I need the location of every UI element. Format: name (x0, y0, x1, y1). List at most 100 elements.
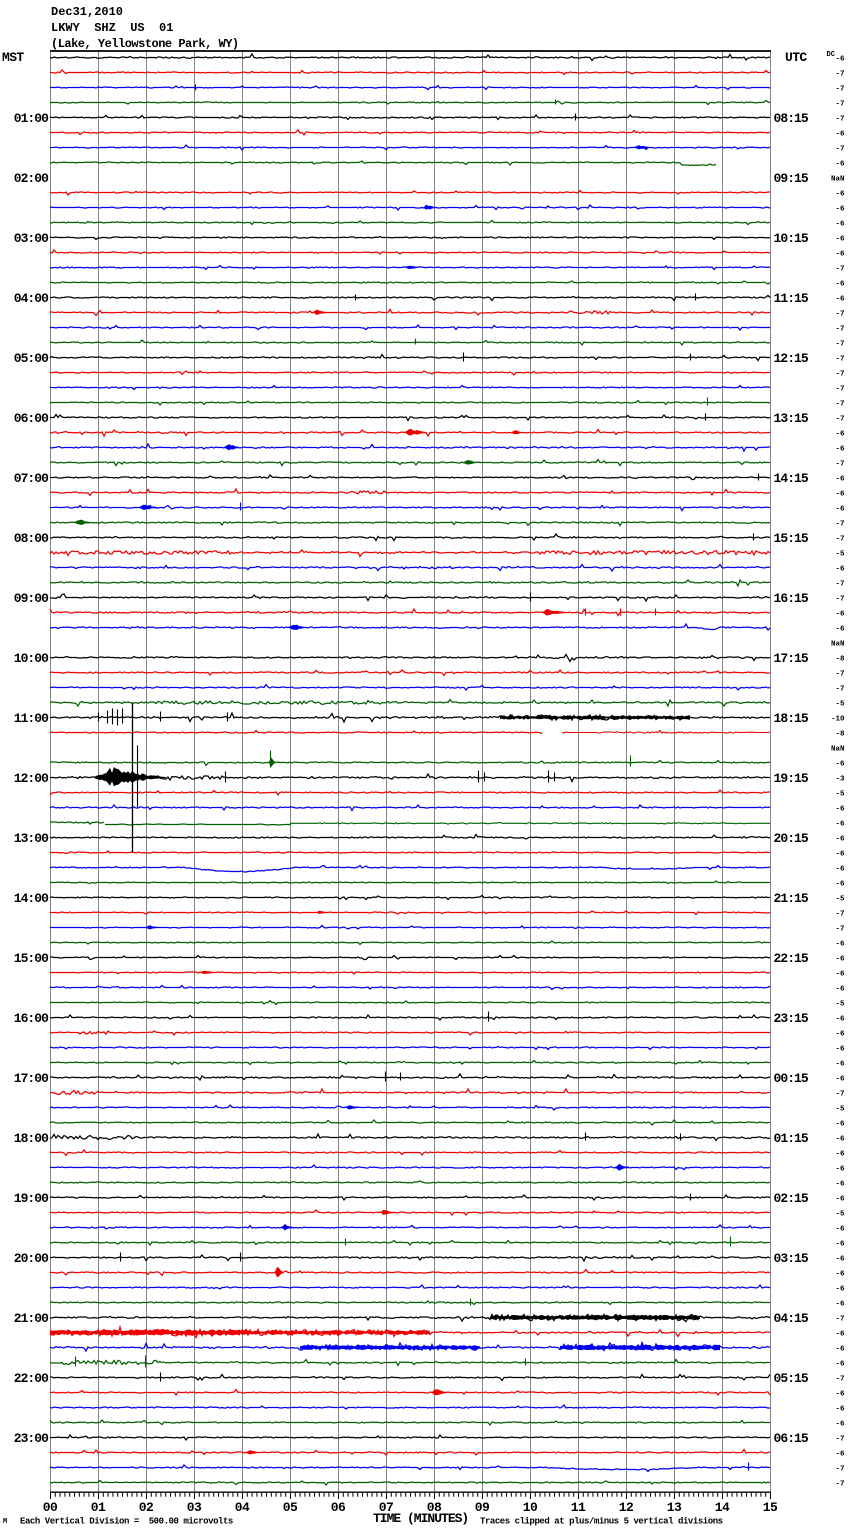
svg-text:15:15: 15:15 (774, 531, 809, 546)
svg-text:-7: -7 (835, 340, 844, 348)
svg-text:03:00: 03:00 (14, 231, 49, 246)
svg-text:05: 05 (283, 1500, 298, 1515)
svg-text:-6: -6 (835, 1240, 845, 1248)
svg-text:15:00: 15:00 (14, 951, 49, 966)
svg-text:-6: -6 (835, 1345, 845, 1353)
svg-text:-6: -6 (835, 1405, 845, 1413)
svg-text:-6: -6 (835, 850, 845, 858)
svg-text:-5: -5 (835, 790, 845, 798)
svg-text:LKWY SHZ US 01: LKWY SHZ US 01 (51, 21, 173, 35)
svg-text:NaN: NaN (831, 640, 845, 648)
svg-text:-6: -6 (835, 250, 845, 258)
svg-text:05:00: 05:00 (14, 351, 49, 366)
svg-text:20:15: 20:15 (774, 831, 809, 846)
svg-text:22:15: 22:15 (774, 951, 809, 966)
svg-text:-5: -5 (835, 1105, 845, 1113)
svg-text:-6: -6 (835, 55, 845, 63)
svg-text:-7: -7 (835, 1375, 844, 1383)
svg-text:-6: -6 (835, 505, 845, 513)
svg-text:10:00: 10:00 (14, 651, 49, 666)
svg-text:04:15: 04:15 (774, 1311, 809, 1326)
svg-text:-6: -6 (835, 160, 845, 168)
svg-text:-6: -6 (835, 1015, 845, 1023)
svg-text:M: M (3, 1518, 7, 1526)
svg-text:-6: -6 (835, 565, 845, 573)
svg-text:-6: -6 (835, 1225, 845, 1233)
svg-text:-7: -7 (835, 100, 844, 108)
svg-text:10:15: 10:15 (774, 231, 809, 246)
svg-text:-7: -7 (835, 1480, 844, 1488)
svg-text:23:00: 23:00 (14, 1431, 49, 1446)
svg-text:-5: -5 (835, 700, 845, 708)
svg-text:-10: -10 (831, 715, 845, 723)
svg-text:02:00: 02:00 (14, 171, 49, 186)
svg-text:-6: -6 (835, 1060, 845, 1068)
svg-text:-5: -5 (835, 895, 845, 903)
svg-text:-7: -7 (835, 580, 844, 588)
svg-text:09: 09 (475, 1500, 490, 1515)
svg-text:00:15: 00:15 (774, 1071, 809, 1086)
svg-text:01: 01 (91, 1500, 106, 1515)
svg-text:09:15: 09:15 (774, 171, 809, 186)
svg-text:18:00: 18:00 (14, 1131, 49, 1146)
svg-text:13:00: 13:00 (14, 831, 49, 846)
svg-text:10: 10 (523, 1500, 538, 1515)
svg-text:-7: -7 (835, 595, 844, 603)
svg-text:-7: -7 (835, 925, 844, 933)
svg-text:-6: -6 (835, 1135, 845, 1143)
svg-text:-6: -6 (835, 130, 845, 138)
svg-text:MST: MST (2, 50, 24, 65)
svg-text:-6: -6 (835, 760, 845, 768)
svg-text:-6: -6 (835, 295, 845, 303)
svg-text:-6: -6 (835, 430, 845, 438)
svg-text:16:00: 16:00 (14, 1011, 49, 1026)
svg-text:08:15: 08:15 (774, 111, 809, 126)
svg-text:03: 03 (187, 1500, 202, 1515)
svg-text:-7: -7 (835, 535, 844, 543)
svg-text:-6: -6 (835, 820, 845, 828)
svg-text:-6: -6 (835, 625, 845, 633)
svg-text:-7: -7 (835, 385, 844, 393)
svg-text:-6: -6 (835, 1390, 845, 1398)
svg-text:19:15: 19:15 (774, 771, 809, 786)
svg-text:-7: -7 (835, 400, 844, 408)
svg-text:-6: -6 (835, 475, 845, 483)
svg-text:12:00: 12:00 (14, 771, 49, 786)
svg-text:-7: -7 (835, 370, 844, 378)
svg-text:05:15: 05:15 (774, 1371, 809, 1386)
svg-text:20:00: 20:00 (14, 1251, 49, 1266)
svg-text:-7: -7 (835, 910, 844, 918)
svg-text:-7: -7 (835, 70, 844, 78)
svg-text:17:15: 17:15 (774, 651, 809, 666)
svg-text:06: 06 (331, 1500, 346, 1515)
svg-text:-6: -6 (835, 280, 845, 288)
svg-text:-3: -3 (835, 775, 845, 783)
svg-text:23:15: 23:15 (774, 1011, 809, 1026)
svg-text:07: 07 (379, 1500, 394, 1515)
svg-text:-6: -6 (835, 880, 845, 888)
svg-text:-6: -6 (835, 1330, 845, 1338)
svg-text:16:15: 16:15 (774, 591, 809, 606)
svg-text:11:00: 11:00 (14, 711, 49, 726)
svg-text:-6: -6 (835, 1255, 845, 1263)
svg-text:-7: -7 (835, 1090, 844, 1098)
svg-text:-6: -6 (835, 445, 845, 453)
svg-text:-7: -7 (835, 325, 844, 333)
svg-text:02: 02 (139, 1500, 154, 1515)
svg-text:-6: -6 (835, 1075, 845, 1083)
svg-text:-6: -6 (835, 1150, 845, 1158)
svg-text:-6: -6 (835, 1195, 845, 1203)
svg-text:DC: DC (827, 51, 835, 59)
svg-text:-6: -6 (835, 205, 845, 213)
svg-text:19:00: 19:00 (14, 1191, 49, 1206)
svg-text:18:15: 18:15 (774, 711, 809, 726)
svg-text:-6: -6 (835, 610, 845, 618)
svg-text:-6: -6 (835, 835, 845, 843)
svg-text:-7: -7 (835, 415, 844, 423)
svg-text:14: 14 (715, 1500, 730, 1515)
svg-text:21:00: 21:00 (14, 1311, 49, 1326)
svg-text:00: 00 (43, 1500, 58, 1515)
svg-text:04: 04 (235, 1500, 250, 1515)
svg-text:06:15: 06:15 (774, 1431, 809, 1446)
svg-text:-7: -7 (835, 670, 844, 678)
